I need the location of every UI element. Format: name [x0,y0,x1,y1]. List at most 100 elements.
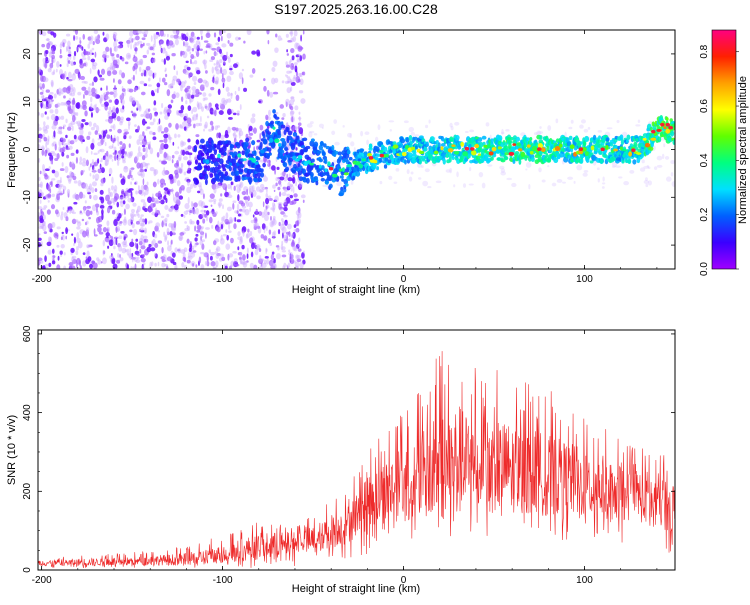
spectrogram-noise-cell [54,209,59,215]
spectrogram-noise-cell [140,214,144,217]
spectrogram-noise-cell [134,51,138,55]
spectrogram-noise-cell [212,74,215,78]
spectrogram-noise-cell [250,251,254,258]
spectrogram-noise-cell [127,121,131,126]
spectrogram-noise-cell [159,196,164,200]
spectrogram-noise-cell [110,62,113,66]
spectrogram-noise-cell [67,40,71,47]
spectrogram-noise-cell [140,114,145,118]
snr-background [38,330,675,570]
spectrogram-noise-cell [170,223,174,229]
spectrogram-noise-cell [191,35,197,41]
spectrogram-signal-cell [286,126,290,133]
spectrogram-noise-cell [166,256,173,262]
spectrogram-noise-cell [74,30,79,35]
spectrogram-noise-cell [186,123,190,129]
colorbar: 0.00.20.40.60.8 Normalized spectral ampl… [699,29,749,276]
spectrogram-noise-cell [219,102,223,108]
spectrogram-noise-cell [252,214,255,218]
spectrogram-noise-cell [528,184,531,190]
spectrogram-noise-cell [115,237,118,246]
spectrogram-noise-cell [216,125,221,128]
spectrogram-noise-cell [192,116,194,122]
spectrogram-signal-cell [203,165,208,169]
spectrogram-noise-cell [174,38,179,46]
spectrogram-signal-cell [322,143,327,148]
spectrogram-peak-cell [268,138,274,143]
spectrogram-noise-cell [91,204,97,212]
spectrogram-noise-cell [65,216,69,222]
spectrogram-noise-cell [152,107,157,111]
spectrogram-noise-cell [130,110,134,114]
spectrogram-noise-cell [180,184,185,191]
spectrogram-signal-cell [318,158,324,163]
spectrogram-noise-cell [286,234,289,242]
spectrogram-noise-cell [182,51,188,59]
spectrogram-noise-cell [154,200,160,204]
spectrogram-noise-cell [249,187,252,196]
spectrogram-noise-cell [232,112,237,116]
spectrogram-noise-cell [210,251,215,256]
spectrogram-noise-cell [167,136,173,140]
spectrogram-noise-cell [240,183,242,186]
spectrogram-noise-cell [265,193,268,199]
spectrogram-noise-cell [128,135,132,140]
spectrogram-peak-cell [590,145,595,151]
spectrogram-noise-cell [82,252,86,256]
spectrogram-noise-cell [152,43,156,48]
spectrogram-noise-cell [60,243,65,249]
spectrogram-noise-cell [171,232,176,236]
spectrogram-noise-cell [204,97,208,101]
spectrogram-noise-cell [160,199,165,205]
spectrogram-noise-cell [104,152,107,157]
spectrogram-noise-cell [134,124,137,127]
spectrogram-noise-cell [70,173,76,176]
spectrogram-noise-cell [102,155,106,160]
spectrogram-noise-cell [159,147,162,155]
spectrogram-noise-cell [485,122,490,127]
spectrogram-noise-cell [129,30,134,37]
spectrogram-noise-cell [218,59,223,64]
spectrogram-signal-cell [625,139,629,143]
spectrogram-signal-cell [503,155,509,161]
spectrogram-noise-cell [288,173,291,178]
spectrogram-noise-cell [160,215,165,219]
spectrogram-noise-cell [193,82,197,85]
spectrogram-noise-cell [94,173,100,181]
spectrogram-signal-cell [331,144,335,152]
spectrogram-noise-cell [410,171,414,175]
colorbar-tick-label: 0.4 [699,153,710,167]
spectrogram-peak-cell [656,128,662,132]
spectrogram-signal-cell [259,141,263,148]
spectrogram-noise-cell [82,139,85,143]
spectrogram-signal-cell [363,152,368,158]
spectrogram-noise-cell [212,266,216,269]
spectrogram-noise-cell [179,235,183,240]
spectrogram-noise-cell [106,70,112,77]
spectrogram-noise-cell [72,55,76,61]
spectrogram-noise-cell [241,68,245,72]
spectrogram-peak-cell [355,161,361,166]
spectrogram-noise-cell [131,222,135,229]
spectrogram-noise-cell [204,260,208,266]
spectrogram-noise-cell [224,186,227,193]
spectrogram-peak-cell [470,147,475,151]
spectrogram-noise-cell [449,167,453,174]
spectrogram-noise-cell [147,113,152,119]
spectrogram-noise-cell [469,129,475,133]
spectrogram-noise-cell [290,184,293,188]
spectrogram-noise-cell [65,101,71,108]
spectrogram-noise-cell [151,193,154,201]
spectrogram-noise-cell [178,167,184,174]
spectrogram-noise-cell [67,85,71,92]
spectrogram-noise-cell [293,228,299,233]
spectrogram-noise-cell [132,30,138,36]
spectrogram-noise-cell [195,122,201,127]
spectrogram-noise-cell [90,35,94,42]
spectrogram-noise-cell [251,68,256,74]
spectrogram-noise-cell [298,237,301,243]
spectrogram-noise-cell [188,159,193,163]
spectrogram-noise-cell [454,121,460,126]
spectrogram-noise-cell [67,175,73,182]
spectrogram-noise-cell [226,75,232,83]
